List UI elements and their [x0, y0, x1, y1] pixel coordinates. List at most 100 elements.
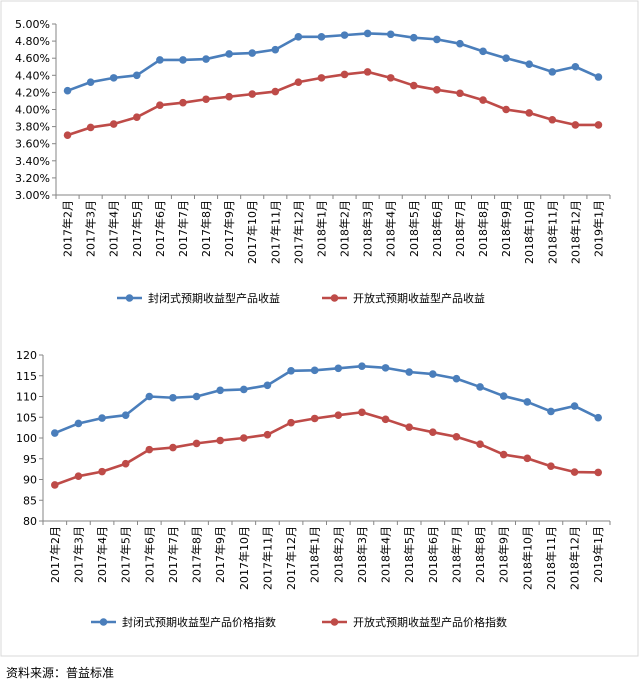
data-point [132, 71, 141, 80]
data-point [145, 392, 154, 401]
data-point [202, 95, 210, 104]
data-point [287, 418, 295, 427]
legend-swatch-marker [125, 294, 134, 302]
data-point [294, 78, 303, 86]
y-tick-label: 3.00% [15, 189, 50, 202]
x-tick-label: 2018年11月 [544, 526, 558, 590]
data-point [571, 62, 580, 71]
data-point [433, 86, 441, 94]
series-line [67, 32, 599, 92]
data-point [263, 430, 272, 439]
x-tick-label: 2018年3月 [361, 200, 375, 257]
data-point [358, 408, 366, 417]
legend-label: 开放式预期收益型产品价格指数 [353, 615, 507, 629]
data-point [452, 432, 461, 441]
data-point [476, 440, 484, 449]
data-point [340, 70, 349, 79]
data-point [409, 33, 418, 42]
x-tick-label: 2018年3月 [355, 526, 369, 583]
data-point [248, 90, 257, 98]
data-point [405, 423, 413, 432]
price-index-chart: 80 85 90 95 100 105 110 115 120 2017年2月 2017年3月 201… [16, 349, 611, 629]
x-tick-label: 2017年6月 [153, 200, 167, 257]
legend-label: 封闭式预期收益型产品价格指数 [122, 615, 276, 629]
data-point [74, 472, 83, 480]
data-point [452, 374, 461, 383]
series-line [67, 70, 599, 137]
data-point [433, 35, 441, 44]
x-tick-label: 2018年1月 [314, 200, 328, 257]
data-point [570, 468, 579, 476]
data-point [594, 468, 602, 477]
data-point [74, 419, 83, 428]
data-point [86, 78, 95, 86]
data-point [594, 121, 603, 129]
data-point [523, 398, 532, 406]
y-tick-label: 115 [16, 370, 37, 383]
x-tick-label: 2017年3月 [84, 200, 98, 257]
legend-swatch-marker [99, 618, 108, 626]
data-point [202, 55, 210, 63]
data-point [429, 428, 437, 436]
x-tick-label: 2017年7月 [166, 526, 180, 583]
x-tick-label: 2017年4月 [95, 526, 109, 583]
x-tick-label: 2017年11月 [268, 200, 282, 264]
data-point [145, 445, 154, 454]
data-point [525, 109, 534, 117]
data-point [386, 30, 395, 39]
y-tick-label: 3.20% [15, 172, 50, 185]
data-point [502, 105, 510, 114]
data-point [192, 439, 201, 448]
data-point [571, 121, 580, 129]
data-point [476, 383, 484, 391]
data-point [240, 434, 248, 442]
x-tick-label: 2018年2月 [331, 526, 345, 583]
data-point [248, 49, 257, 57]
y-tick-label: 85 [23, 494, 37, 507]
x-tick-label: 2017年12月 [291, 200, 305, 264]
data-point [63, 131, 72, 139]
source-note: 资料来源：普益标准 [6, 666, 115, 680]
x-tick-label: 2018年10月 [522, 200, 536, 264]
x-tick-label: 2017年5月 [119, 526, 133, 583]
data-point [381, 415, 390, 424]
x-tick-label: 2018年8月 [473, 526, 487, 583]
data-point [548, 115, 557, 124]
x-tick-label: 2019年1月 [591, 200, 605, 257]
data-point [548, 68, 557, 76]
legend-label: 开放式预期收益型产品收益 [353, 291, 485, 305]
data-point [547, 462, 555, 471]
x-tick-label: 2017年12月 [284, 526, 298, 590]
yield-chart: 3.00% 3.20% 3.40% 3.60% 3.80% 4.00% 4.20% 4.40%… [15, 18, 611, 305]
data-point [287, 366, 295, 375]
data-point [121, 411, 130, 419]
x-tick-label: 2018年11月 [545, 200, 559, 264]
y-tick-label: 105 [16, 411, 37, 424]
x-tick-label: 2018年5月 [402, 526, 416, 583]
y-tick-label: 4.40% [15, 69, 50, 82]
data-point [132, 113, 141, 121]
y-tick-label: 120 [16, 349, 37, 362]
y-tick-label: 90 [23, 474, 37, 487]
data-point [317, 74, 326, 82]
data-point [499, 450, 508, 459]
data-point [358, 362, 366, 371]
legend-label: 封闭式预期收益型产品收益 [148, 291, 280, 305]
x-tick-label: 2017年10月 [245, 200, 259, 264]
y-tick-label: 3.40% [15, 155, 50, 168]
x-tick-label: 2018年7月 [449, 526, 463, 583]
y-tick-label: 4.20% [15, 86, 50, 99]
data-point [271, 87, 280, 96]
data-point [63, 86, 72, 95]
data-point [523, 454, 532, 463]
data-point [240, 385, 248, 394]
x-tick-label: 2018年1月 [308, 526, 322, 583]
x-tick-label: 2017年10月 [237, 526, 251, 590]
y-tick-label: 110 [16, 391, 37, 404]
data-point [525, 60, 534, 68]
x-tick-label: 2018年4月 [379, 526, 393, 583]
x-tick-label: 2017年2月 [61, 200, 75, 257]
data-point [109, 120, 118, 128]
y-tick-label: 4.00% [15, 104, 50, 117]
